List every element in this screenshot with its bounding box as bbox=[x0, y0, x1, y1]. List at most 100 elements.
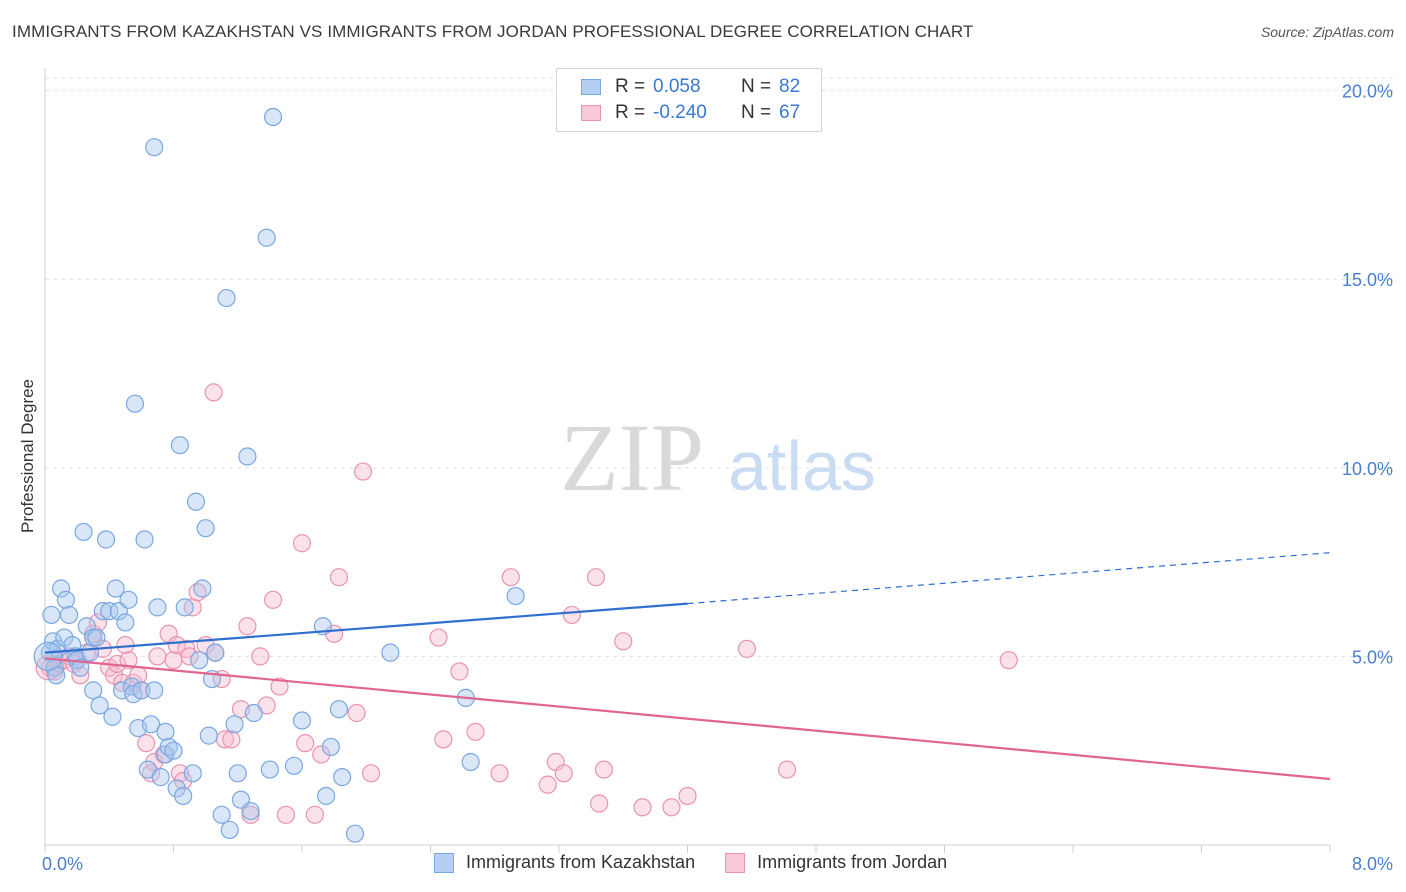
kazakhstan-point-cluster bbox=[33, 641, 63, 672]
jordan-trend-line bbox=[44, 657, 1331, 781]
jordan-point bbox=[71, 666, 90, 685]
legend-swatch-blue bbox=[581, 79, 601, 95]
kazakhstan-point bbox=[220, 820, 239, 840]
grid-lines bbox=[45, 77, 1395, 657]
kazakhstan-point bbox=[193, 579, 212, 598]
jordan-point bbox=[490, 764, 509, 783]
jordan-point bbox=[292, 534, 312, 553]
tick-labels: 5.0% 10.0% 15.0% 20.0% 0.0% 8.0% bbox=[42, 82, 1393, 874]
y-tick-label: 15.0% bbox=[1342, 270, 1393, 290]
kazakhstan-point bbox=[333, 768, 352, 787]
jordan-point bbox=[777, 760, 797, 779]
kazakhstan-point bbox=[145, 681, 164, 700]
x-tick-label-max: 8.0% bbox=[1352, 854, 1393, 874]
kazakhstan-point bbox=[260, 760, 279, 779]
kazakhstan-point bbox=[56, 590, 75, 609]
kazakhstan-point bbox=[228, 764, 247, 783]
y-tick-label: 5.0% bbox=[1352, 647, 1393, 667]
jordan-point bbox=[590, 794, 609, 813]
legend-swatch-pink bbox=[581, 105, 601, 121]
kazakhstan-point bbox=[42, 605, 61, 625]
jordan-point bbox=[586, 568, 606, 587]
series-legend-kazakhstan: Immigrants from Kazakhstan bbox=[434, 852, 695, 873]
kazakhstan-point bbox=[132, 681, 151, 700]
kazakhstan-point bbox=[122, 677, 141, 696]
kazakhstan-point bbox=[90, 696, 109, 715]
kazakhstan-point bbox=[141, 715, 161, 734]
jordan-point bbox=[999, 651, 1018, 670]
kazakhstan-point bbox=[93, 602, 112, 621]
kazakhstan-point bbox=[80, 643, 100, 662]
kazakhstan-point bbox=[151, 768, 170, 787]
kazakhstan-point bbox=[212, 805, 231, 824]
legend-row-kazakhstan: R = 0.058 N = 82 bbox=[581, 75, 800, 99]
jordan-point bbox=[204, 383, 223, 402]
jordan-point bbox=[429, 628, 448, 647]
kazakhstan-point bbox=[112, 681, 132, 700]
kazakhstan-point bbox=[241, 801, 260, 821]
legend-n-label: N = bbox=[741, 76, 772, 97]
kazakhstan-point bbox=[156, 722, 175, 741]
kazakhstan-point bbox=[506, 586, 525, 606]
kazakhstan-trend-extension bbox=[687, 552, 1331, 605]
kazakhstan-point bbox=[51, 579, 71, 598]
kazakhstan-point bbox=[225, 715, 244, 734]
trend-lines bbox=[44, 552, 1331, 781]
kazakhstan-point bbox=[145, 138, 164, 157]
jordan-point bbox=[347, 703, 366, 723]
jordan-point bbox=[148, 647, 167, 666]
jordan-point bbox=[562, 605, 581, 625]
jordan-point bbox=[678, 786, 697, 806]
kazakhstan-point bbox=[71, 658, 90, 677]
series-legend: Immigrants from Kazakhstan Immigrants fr… bbox=[434, 852, 977, 873]
kazakhstan-point bbox=[183, 764, 202, 783]
kazakhstan-point bbox=[74, 522, 93, 542]
y-axis-title: Professional Degree bbox=[18, 378, 37, 534]
watermark-atlas: atlas bbox=[728, 427, 876, 505]
kazakhstan-point bbox=[190, 651, 209, 670]
jordan-point bbox=[361, 764, 381, 783]
kazakhstan-point bbox=[186, 492, 206, 511]
kazakhstan-point bbox=[125, 394, 145, 413]
kazakhstan-point bbox=[148, 598, 167, 617]
series-swatch-blue bbox=[434, 852, 454, 873]
jordan-point bbox=[737, 639, 757, 658]
jordan-point bbox=[662, 798, 681, 817]
kazakhstan-point bbox=[103, 707, 122, 726]
stats-legend: R = 0.058 N = 82 R = -0.240 N = 67 bbox=[556, 68, 822, 132]
jordan-point bbox=[222, 730, 241, 749]
legend-r-value: -0.240 bbox=[653, 102, 707, 123]
kazakhstan-point bbox=[461, 752, 480, 772]
watermark-zip: ZIP bbox=[560, 404, 704, 511]
kazakhstan-point bbox=[47, 666, 66, 685]
jordan-point bbox=[251, 647, 270, 666]
legend-n-value: 67 bbox=[779, 102, 801, 123]
jordan-point bbox=[329, 568, 349, 587]
kazakhstan-point bbox=[84, 681, 103, 700]
legend-n-value: 82 bbox=[779, 76, 801, 97]
kazakhstan-point bbox=[119, 590, 138, 609]
kazakhstan-point bbox=[167, 779, 186, 798]
x-tick-label-min: 0.0% bbox=[42, 854, 83, 874]
kazakhstan-point bbox=[164, 741, 183, 760]
jordan-point bbox=[501, 568, 520, 587]
jordan-point bbox=[538, 775, 557, 794]
kazakhstan-point bbox=[316, 786, 336, 806]
kazakhstan-point bbox=[345, 824, 365, 843]
legend-r-label: R = bbox=[615, 76, 646, 97]
kazakhstan-point bbox=[244, 703, 263, 723]
kazakhstan-point bbox=[206, 643, 225, 662]
legend-row-jordan: R = -0.240 N = 67 bbox=[581, 101, 800, 125]
kazakhstan-point bbox=[59, 605, 79, 625]
jordan-point bbox=[137, 734, 156, 753]
jordan-point bbox=[466, 722, 485, 741]
kazakhstan-point bbox=[292, 711, 312, 730]
source-label: Source: ZipAtlas.com bbox=[1260, 24, 1394, 40]
jordan-point bbox=[180, 647, 199, 666]
watermark: ZIP atlas bbox=[560, 404, 876, 511]
kazakhstan-point bbox=[321, 737, 341, 757]
jordan-point bbox=[450, 662, 469, 681]
jordan-point bbox=[312, 745, 331, 764]
series-legend-jordan: Immigrants from Jordan bbox=[725, 852, 947, 873]
